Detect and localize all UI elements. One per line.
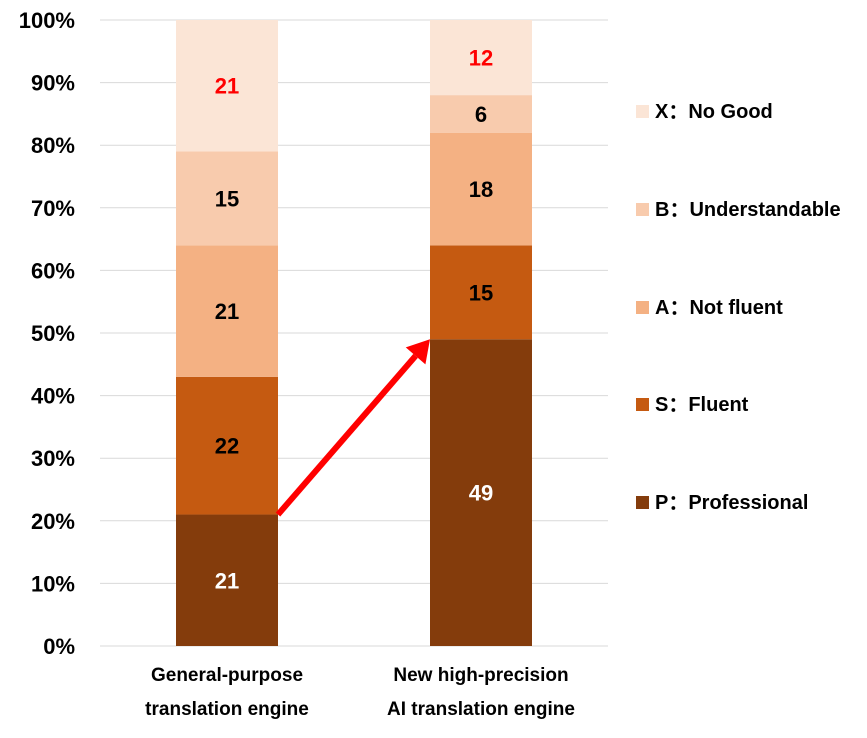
arrow-head [405,339,430,365]
y-tick-label: 0% [43,634,75,659]
legend-swatch [636,398,649,411]
y-tick-label: 20% [31,509,75,534]
legend-swatch [636,496,649,509]
legend-label: A：Not fluent [655,297,783,319]
bar-segment [430,339,532,646]
y-tick-label: 80% [31,133,75,158]
bar-segment [430,245,532,340]
legend-label: B：Understandable [655,199,841,221]
bars [176,20,532,646]
y-tick-label: 40% [31,384,75,409]
data-label: 12 [469,46,493,71]
y-axis-tick-labels: 0% 10% 20% 30% 40% 50% 60% 70% 80% 90% 100% [19,8,75,659]
legend-swatch [636,301,649,314]
category-label: General-purpose [151,665,303,686]
bar-segment [430,132,532,246]
data-label: 6 [475,102,487,127]
bar-segment [176,245,278,377]
bar-segment [176,20,278,152]
y-tick-label: 60% [31,258,75,283]
data-label: 21 [215,74,239,99]
legend-label: S：Fluent [655,394,749,416]
bar-segment [430,95,532,133]
data-label: 21 [215,568,239,593]
legend-swatch [636,105,649,118]
data-label: 18 [469,177,493,202]
category-label: New high-precision [393,665,568,686]
y-tick-label: 50% [31,321,75,346]
category-label: translation engine [145,699,309,720]
x-axis-category-labels: General-purpose translation engine New hig… [145,665,575,720]
data-label: 15 [469,280,493,305]
legend-label: X：No Good [655,101,773,123]
bar-segment [176,151,278,246]
y-tick-label: 10% [31,571,75,596]
data-label: 21 [215,299,239,324]
comparison-arrow [275,339,430,517]
data-labels: 21 22 21 15 21 49 15 18 6 12 [215,46,493,594]
bar-segment [176,514,278,646]
y-tick-label: 90% [31,71,75,96]
category-label: AI translation engine [387,699,575,720]
data-label: 15 [215,186,239,211]
data-label: 49 [469,481,493,506]
legend-label: P：Professional [655,492,808,514]
y-tick-label: 100% [19,8,75,33]
arrow-shaft [275,353,418,517]
data-label: 22 [215,434,239,459]
bar-segment [430,20,532,96]
legend-swatch [636,203,649,216]
legend: X：No Good B：Understandable A：Not fluent S：F… [636,101,841,514]
bar-segment [176,376,278,515]
y-tick-label: 30% [31,446,75,471]
y-tick-label: 70% [31,196,75,221]
